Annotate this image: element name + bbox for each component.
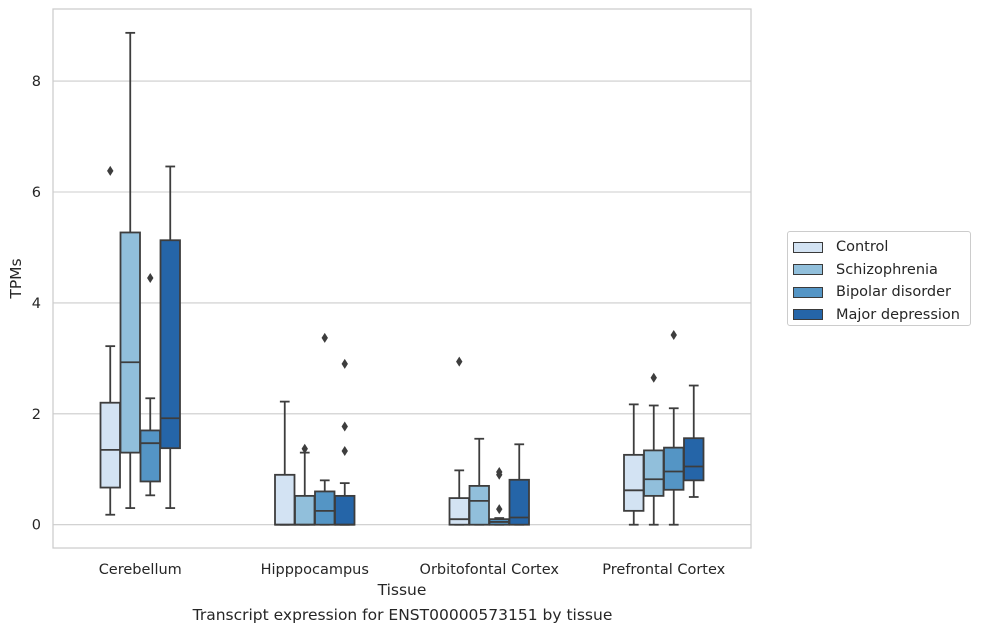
box-orbitofontal-cortex-control (448, 356, 470, 526)
box-prefrontal-cortex-bipolar-disorder (663, 330, 685, 526)
y-axis-ticks: 0 2 4 6 8 (32, 74, 41, 534)
box-orbitofontal-cortex-major-depression (508, 443, 530, 526)
box-prefrontal-cortex-control (623, 403, 645, 526)
x-axis-label: Tissue (377, 581, 427, 599)
y-tick-label-8: 8 (32, 74, 41, 90)
box-hipppocampus-control (274, 400, 296, 526)
box-hipppocampus-bipolar-disorder (314, 332, 336, 526)
legend-item-schizophrenia: Schizophrenia (793, 259, 970, 282)
box-iqr (448, 497, 470, 526)
box-orbitofontal-cortex-bipolar-disorder (488, 467, 510, 526)
box-cerebellum-schizophrenia (119, 31, 141, 509)
box-iqr (663, 446, 685, 491)
outlier-point-0 (496, 504, 503, 515)
outlier-point-0 (107, 165, 114, 176)
outlier-point-0 (301, 443, 308, 454)
box-orbitofontal-cortex-schizophrenia (468, 437, 490, 526)
legend-swatch-bipolar-disorder (793, 286, 823, 298)
outlier-point-2 (341, 358, 348, 369)
box-iqr (643, 449, 665, 497)
box-iqr (508, 478, 530, 526)
box-iqr (139, 429, 161, 483)
box-cerebellum-major-depression (159, 165, 181, 509)
box-prefrontal-cortex-schizophrenia (643, 372, 665, 526)
x-axis-ticks: Cerebellum Hipppocampus Orbitofontal Corte… (99, 562, 726, 578)
y-tick-label-0: 0 (32, 518, 41, 534)
y-axis-label: TPMs (7, 258, 25, 299)
legend-label-bipolar-disorder: Bipolar disorder (836, 284, 951, 301)
chart-caption: Transcript expression for ENST0000057315… (192, 606, 613, 624)
x-tick-label-hipppocampus: Hipppocampus (261, 562, 369, 578)
box-iqr (468, 484, 490, 526)
box-iqr (314, 490, 336, 526)
plot-frame (52, 8, 752, 549)
box-iqr (274, 473, 296, 526)
box-iqr (334, 494, 356, 526)
box-iqr (294, 494, 316, 526)
box-iqr (159, 239, 181, 450)
box-iqr (623, 453, 645, 512)
box-iqr (119, 231, 141, 454)
box-cerebellum-control (99, 165, 121, 516)
x-tick-label-prefrontal-cortex: Prefrontal Cortex (602, 562, 725, 578)
legend-swatch-schizophrenia (793, 264, 823, 276)
box-prefrontal-cortex-major-depression (683, 384, 705, 498)
legend-label-schizophrenia: Schizophrenia (836, 261, 938, 278)
outlier-point-0 (670, 330, 677, 341)
legend-item-control: Control (793, 236, 970, 259)
box-hipppocampus-major-depression (334, 358, 356, 526)
legend-swatch-control (793, 241, 823, 253)
legend-item-bipolar-disorder: Bipolar disorder (793, 281, 970, 304)
legend-item-major-depression: Major depression (793, 304, 970, 327)
box-iqr (683, 437, 705, 482)
box-iqr (99, 401, 121, 489)
outlier-point-2 (496, 467, 503, 478)
outlier-point-0 (341, 445, 348, 456)
box-cerebellum-bipolar-disorder (139, 272, 161, 497)
x-tick-label-cerebellum: Cerebellum (99, 562, 182, 578)
box-hipppocampus-schizophrenia (294, 443, 316, 526)
outlier-point-1 (341, 421, 348, 432)
outlier-point-0 (321, 332, 328, 343)
legend-swatch-major-depression (793, 309, 823, 321)
box-plot-series (99, 31, 705, 526)
x-tick-label-orbitofontal-cortex: Orbitofontal Cortex (420, 562, 560, 578)
y-tick-label-2: 2 (32, 407, 41, 423)
y-tick-label-4: 4 (32, 296, 41, 312)
outlier-point-0 (147, 272, 154, 283)
legend: Control Schizophrenia Bipolar disorder M… (787, 231, 971, 326)
outlier-point-0 (650, 372, 657, 383)
outlier-point-0 (456, 356, 463, 367)
y-tick-label-6: 6 (32, 185, 41, 201)
legend-label-control: Control (836, 239, 889, 256)
legend-label-major-depression: Major depression (836, 306, 960, 323)
